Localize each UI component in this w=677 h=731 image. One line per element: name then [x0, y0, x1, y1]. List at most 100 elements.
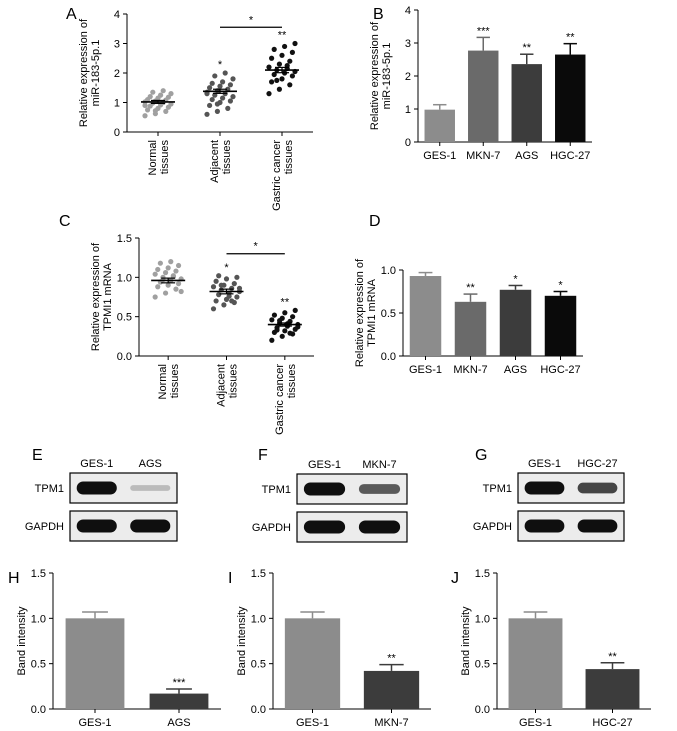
blot-band-f-1-0: [303, 520, 346, 534]
bar-i-0: [284, 618, 341, 709]
panel-letter-i: I: [228, 570, 232, 587]
x-tick-label-h-0: GES-1: [78, 717, 111, 729]
x-tick-label-a-2-1: tissues: [283, 140, 295, 175]
data-point-a-0-18: [158, 92, 164, 98]
data-point-a-0-0: [142, 113, 148, 119]
bar-b-2: [511, 64, 542, 142]
data-point-a-2-5: [289, 73, 295, 79]
data-point-c-2-0: [269, 337, 275, 343]
data-point-c-0-16: [175, 262, 182, 269]
significance-label-j-1: **: [608, 651, 617, 663]
data-point-c-0-19: [178, 288, 184, 295]
data-point-a-0-19: [168, 91, 174, 97]
data-point-a-2-16: [289, 49, 295, 55]
x-tick-label-j-1: HGC-27: [592, 717, 632, 729]
data-point-a-1-18: [220, 79, 226, 85]
data-point-c-0-3: [155, 284, 161, 290]
blot-band-f-1-1: [358, 520, 401, 534]
y-tick-label-b-2: 2: [405, 71, 411, 83]
bar-d-0: [409, 276, 442, 356]
data-point-c-0-17: [157, 260, 163, 266]
x-tick-label-a-1-1: tissues: [221, 140, 233, 175]
data-point-c-2-11: [269, 317, 275, 323]
panel-letter-a: A: [66, 6, 77, 23]
data-point-a-0-22: [142, 102, 148, 109]
y-tick-label-h-3: 1.5: [31, 568, 46, 580]
bracket-label-a: *: [249, 14, 254, 26]
data-point-a-1-7: [220, 95, 226, 101]
data-point-a-0-17: [147, 94, 153, 100]
data-point-a-1-2: [225, 105, 231, 111]
y-tick-label-d-2: 1.0: [381, 265, 396, 277]
y-axis-label-c-1: TPMI1 mRNA: [102, 262, 114, 331]
data-point-a-2-18: [282, 43, 288, 50]
significance-label-d-3: *: [558, 280, 563, 292]
data-point-c-1-5: [234, 294, 240, 300]
data-point-c-0-4: [165, 282, 171, 288]
blot-row-label-e-0: TPM1: [35, 483, 64, 495]
y-axis-label-a-0: Relative expression of: [78, 18, 90, 127]
blot-band-g-0-1: [577, 482, 618, 494]
x-tick-label-b-1: MKN-7: [466, 150, 500, 162]
data-point-c-0-2: [173, 286, 179, 292]
significance-label-a-1: *: [218, 59, 223, 71]
y-tick-label-b-0: 0: [405, 137, 411, 149]
data-point-c-0-5: [175, 281, 182, 287]
data-point-a-2-0: [266, 91, 272, 97]
y-tick-label-a-4: 4: [114, 9, 120, 21]
y-tick-label-a-0: 0: [114, 127, 120, 139]
x-tick-label-d-0: GES-1: [409, 364, 442, 376]
blot-lane-label-g-0: GES-1: [528, 458, 561, 470]
panel-letter-g: G: [475, 447, 487, 464]
data-point-c-1-11: [210, 284, 217, 290]
blot-band-g-1-0: [524, 519, 565, 533]
data-point-a-2-19: [292, 40, 298, 47]
data-point-a-2-15: [279, 52, 285, 58]
significance-label-d-2: *: [513, 273, 518, 285]
y-axis-label-b-1: miR-183-5p.1: [381, 43, 393, 110]
data-point-a-2-4: [279, 76, 285, 82]
blot-band-e-1-0: [76, 519, 117, 533]
y-tick-label-h-0: 0.0: [31, 704, 46, 716]
bar-h-0: [65, 618, 125, 709]
x-tick-label-c-2-0: Gastric cancer: [274, 364, 286, 435]
y-tick-label-j-3: 1.5: [475, 568, 490, 580]
x-tick-label-i-0: GES-1: [296, 717, 329, 729]
data-point-c-2-13: [290, 314, 296, 320]
significance-label-b-1: ***: [477, 25, 491, 37]
data-point-c-1-21: [229, 298, 235, 304]
bar-j-1: [585, 669, 640, 709]
y-axis-label-d-1: TPMI1 mRNA: [366, 278, 378, 347]
data-point-c-2-20: [277, 318, 283, 324]
data-point-c-1-10: [229, 285, 235, 291]
x-tick-label-a-2-0: Gastric cancer: [271, 140, 283, 211]
bar-h-1: [149, 693, 209, 709]
data-point-c-1-19: [236, 285, 243, 291]
blot-row-label-g-1: GAPDH: [473, 521, 512, 533]
data-point-a-2-2: [287, 82, 293, 88]
y-tick-label-i-3: 1.5: [251, 568, 266, 580]
data-point-c-0-14: [155, 266, 161, 273]
y-tick-label-a-3: 3: [114, 39, 120, 51]
bar-d-2: [499, 289, 532, 356]
data-point-c-0-18: [168, 259, 174, 265]
data-point-a-2-17: [271, 46, 277, 53]
panel-letter-c: C: [59, 213, 71, 230]
x-tick-label-h-1: AGS: [167, 717, 190, 729]
x-tick-label-i-1: MKN-7: [374, 717, 408, 729]
y-tick-label-b-3: 3: [405, 38, 411, 50]
y-tick-label-i-2: 1.0: [251, 613, 266, 625]
blot-lane-label-g-1: HGC-27: [577, 458, 617, 470]
bar-d-3: [544, 295, 577, 356]
significance-label-i-1: **: [387, 653, 396, 665]
data-point-c-1-18: [226, 293, 232, 299]
data-point-a-1-3: [207, 102, 213, 109]
blot-band-e-1-1: [130, 519, 171, 533]
bracket-label-c: *: [254, 241, 259, 253]
data-point-a-1-23: [214, 101, 220, 107]
significance-label-b-3: **: [566, 32, 575, 44]
data-point-a-1-8: [230, 94, 236, 100]
x-tick-label-c-1-0: Adjacent: [216, 364, 228, 407]
significance-label-b-2: **: [522, 42, 531, 54]
